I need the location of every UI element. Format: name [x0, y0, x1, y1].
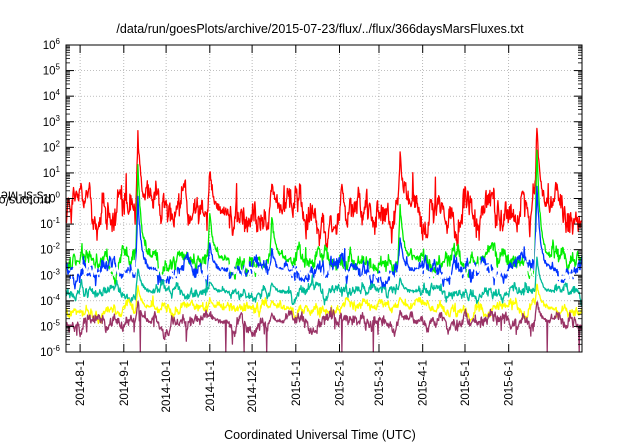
y-tick-base: 10 [43, 168, 56, 180]
y-tick-exponent: -2 [53, 242, 61, 251]
y-tick-base: 10 [43, 40, 56, 52]
y-tick-base: 10 [43, 194, 56, 206]
y-tick-label: 10-2 [40, 242, 60, 257]
x-tick-label: 2015-2-1 [335, 360, 347, 406]
x-tick-label: 2014-11-1 [205, 360, 217, 412]
y-tick-base: 10 [40, 296, 53, 308]
y-tick-label: 10-4 [40, 293, 60, 308]
y-tick-label: 10-1 [40, 216, 60, 231]
y-tick-label: 10-5 [40, 318, 60, 333]
y-tick-base: 10 [43, 142, 56, 154]
y-tick-label: 10-6 [40, 344, 60, 359]
y-tick-base: 10 [43, 66, 56, 78]
x-tick-label: 2014-8-1 [75, 360, 87, 406]
y-tick-exponent: 4 [56, 88, 61, 97]
series-line-2 [65, 149, 583, 285]
x-axis-label: Coordinated Universal Time (UTC) [224, 428, 416, 442]
series-line-6 [65, 283, 583, 325]
series-line-7 [65, 300, 583, 353]
y-tick-label: 103 [43, 114, 61, 129]
y-tick-label: 102 [43, 139, 61, 154]
y-tick-base: 10 [43, 91, 56, 103]
y-tick-base: 10 [40, 270, 53, 282]
y-tick-label: 105 [43, 63, 61, 78]
y-tick-exponent: -3 [53, 267, 61, 276]
y-tick-exponent: -1 [53, 216, 61, 225]
y-tick-base: 10 [40, 245, 53, 257]
y-tick-base: 10 [40, 321, 53, 333]
y-tick-exponent: -6 [53, 344, 61, 353]
x-tick-label: 2015-6-1 [504, 360, 516, 406]
y-tick-exponent: -5 [53, 318, 61, 327]
y-tick-exponent: 6 [56, 37, 61, 46]
x-tick-label: 2014-9-1 [119, 360, 131, 406]
y-tick-exponent: 1 [56, 165, 61, 174]
x-tick-label: 2015-4-1 [418, 360, 430, 406]
y-tick-exponent: 3 [56, 114, 61, 123]
y-tick-label: 104 [43, 88, 61, 103]
x-tick-label: 2015-5-1 [460, 360, 472, 406]
y-tick-exponent: 5 [56, 63, 61, 72]
y-tick-exponent: 2 [56, 139, 61, 148]
y-tick-label: 106 [43, 37, 61, 52]
y-tick-base: 10 [43, 117, 56, 129]
series-line-5 [65, 256, 583, 307]
y-tick-exponent: -4 [53, 293, 61, 302]
y-tick-base: 10 [40, 347, 53, 359]
y-tick-base: 10 [40, 219, 53, 231]
x-tick-label: 2015-1-1 [291, 360, 303, 406]
x-tick-label: 2014-10-1 [161, 360, 173, 412]
y-tick-label: 101 [43, 165, 61, 180]
chart-title: /data/run/goesPlots/archive/2015-07-23/f… [116, 22, 524, 36]
x-tick-label: 2014-12-1 [247, 360, 259, 412]
series-line-4 [65, 231, 583, 284]
y-tick-label: 100 [43, 191, 61, 206]
y-tick-label: 10-3 [40, 267, 60, 282]
series-line-1 [65, 127, 583, 252]
y-tick-exponent: 0 [56, 191, 61, 200]
x-tick-label: 2015-3-1 [374, 360, 386, 406]
y-axis-label-suffix: -s-sr-MeV [0, 188, 48, 203]
